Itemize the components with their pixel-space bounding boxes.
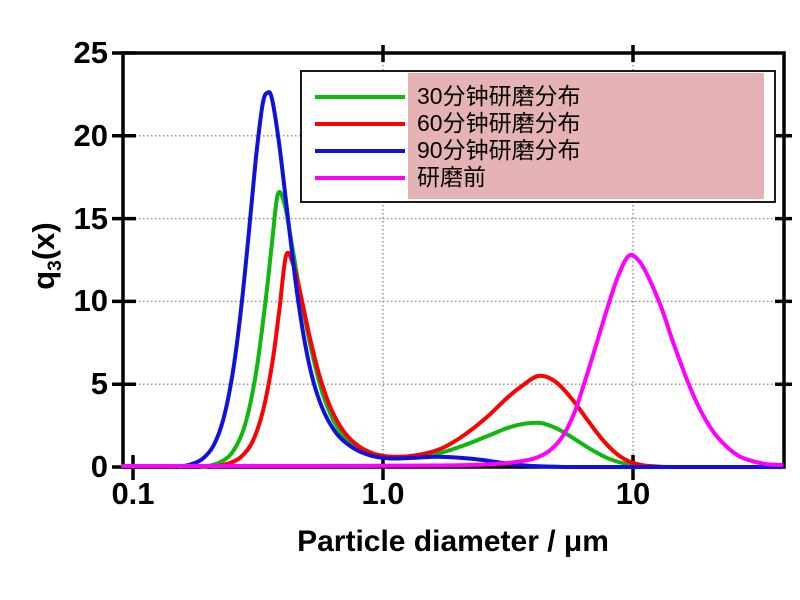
x-tick-label: 10 bbox=[615, 476, 651, 511]
y-axis-title-base: q bbox=[26, 270, 61, 290]
legend-item-label: 30分钟研磨分布 bbox=[417, 83, 581, 109]
legend-line-swatch bbox=[315, 175, 405, 180]
legend: 30分钟研磨分布 60分钟研磨分布 90分钟研磨分布 研磨前 bbox=[300, 70, 776, 203]
legend-item-2: 90分钟研磨分布 bbox=[302, 137, 774, 164]
legend-item-3: 研磨前 bbox=[302, 164, 774, 191]
y-tick-label: 25 bbox=[73, 35, 108, 70]
legend-line-swatch bbox=[315, 148, 405, 153]
x-tick-label: 0.1 bbox=[111, 476, 155, 511]
x-axis-title: Particle diameter / μm bbox=[297, 525, 609, 558]
legend-item-1: 60分钟研磨分布 bbox=[302, 110, 774, 137]
x-tick-label: 1.0 bbox=[361, 476, 405, 511]
legend-item-0: 30分钟研磨分布 bbox=[302, 83, 774, 110]
legend-rows: 30分钟研磨分布 60分钟研磨分布 90分钟研磨分布 研磨前 bbox=[302, 83, 774, 191]
y-tick-label: 15 bbox=[73, 200, 108, 236]
legend-text-background bbox=[408, 73, 764, 199]
y-tick-label: 20 bbox=[73, 117, 108, 153]
y-tick-label: 5 bbox=[90, 366, 108, 402]
curve-series-1 bbox=[211, 250, 784, 470]
y-tick-label: 0 bbox=[90, 449, 108, 484]
y-tick-label: 10 bbox=[73, 283, 108, 319]
y-axis-title: q3(x) bbox=[26, 176, 66, 336]
legend-line-swatch bbox=[315, 94, 405, 99]
data-curves bbox=[121, 90, 784, 470]
legend-line-swatch bbox=[315, 121, 405, 126]
y-axis-title-rest: (x) bbox=[26, 222, 61, 261]
legend-item-label: 90分钟研磨分布 bbox=[417, 137, 581, 163]
legend-item-label: 研磨前 bbox=[417, 164, 486, 190]
legend-item-label: 60分钟研磨分布 bbox=[417, 110, 581, 136]
y-axis-title-subscript: 3 bbox=[45, 260, 67, 271]
curve-series-3 bbox=[121, 252, 784, 469]
